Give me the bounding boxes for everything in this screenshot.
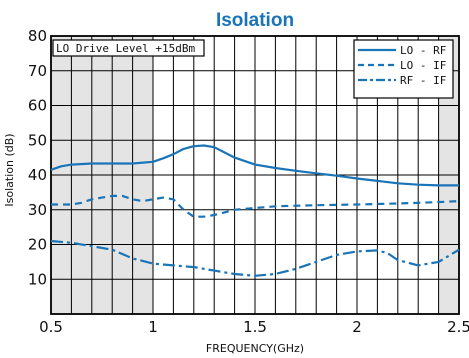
series-line-0 — [50, 144, 459, 187]
y-tick-label: 10 — [28, 270, 47, 288]
y-tick-label: 20 — [28, 236, 47, 254]
legend-label-1: LO - IF — [400, 59, 446, 72]
y-tick-label: 80 — [28, 27, 47, 45]
series-line-2 — [50, 239, 460, 277]
tick-labels: 0.5 1 1.5 2 2.5 10 20 30 40 50 60 70 80 — [28, 27, 469, 336]
legend-label-0: LO - RF — [400, 44, 446, 57]
x-tick-label: 0.5 — [39, 318, 63, 336]
data-series — [50, 144, 460, 277]
y-tick-label: 30 — [28, 201, 47, 219]
legend: LO - RF LO - IF RF - IF — [353, 39, 454, 99]
x-tick-label: 1.5 — [243, 318, 267, 336]
annotation-box: LO Drive Level +15dBm — [52, 39, 205, 57]
y-tick-label: 40 — [28, 166, 47, 184]
x-tick-label: 1 — [148, 318, 158, 336]
y-tick-label: 60 — [28, 97, 47, 115]
y-tick-label: 70 — [28, 62, 47, 80]
annotation-text: LO Drive Level +15dBm — [56, 42, 195, 55]
chart-title: Isolation — [216, 10, 294, 31]
y-axis-label: Isolation (dB) — [3, 133, 16, 206]
x-axis-label: FREQUENCY(GHz) — [206, 342, 304, 355]
y-tick-label: 50 — [28, 131, 47, 149]
series-line-1 — [51, 194, 460, 218]
x-tick-label: 2.5 — [447, 318, 469, 336]
legend-label-2: RF - IF — [400, 74, 446, 87]
plot-frame — [50, 35, 460, 315]
x-tick-label: 2 — [352, 318, 362, 336]
